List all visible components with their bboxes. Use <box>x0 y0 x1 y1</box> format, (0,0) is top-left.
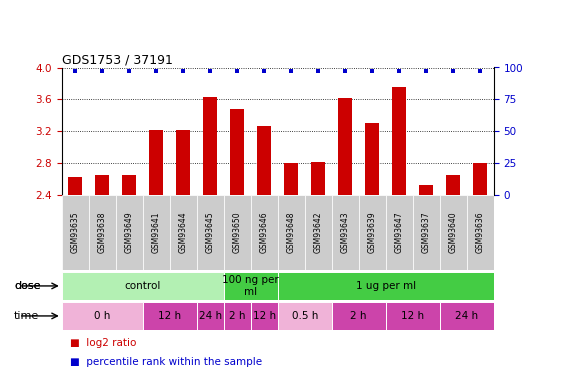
Text: 2 h: 2 h <box>229 311 246 321</box>
Bar <box>116 195 142 270</box>
Bar <box>332 195 358 270</box>
Text: dose: dose <box>14 281 40 291</box>
Point <box>71 68 80 74</box>
Text: GSM93635: GSM93635 <box>71 211 80 254</box>
Text: control: control <box>125 281 161 291</box>
Text: GSM93649: GSM93649 <box>125 211 134 254</box>
Point <box>367 68 376 74</box>
Text: 1 ug per ml: 1 ug per ml <box>356 281 416 291</box>
Text: 12 h: 12 h <box>158 311 181 321</box>
Point <box>151 68 160 74</box>
Bar <box>386 195 413 270</box>
Bar <box>365 123 379 195</box>
Text: GSM93638: GSM93638 <box>98 212 107 253</box>
Bar <box>231 109 244 195</box>
Bar <box>224 195 251 270</box>
Bar <box>95 175 109 195</box>
Bar <box>251 302 278 330</box>
Point <box>341 68 350 74</box>
Bar <box>142 195 170 270</box>
Point <box>179 68 188 74</box>
Text: GSM93642: GSM93642 <box>314 212 323 253</box>
Point <box>287 68 296 74</box>
Text: 100 ng per
ml: 100 ng per ml <box>222 275 279 297</box>
Bar <box>305 195 332 270</box>
Text: GSM93639: GSM93639 <box>367 211 376 254</box>
Text: 24 h: 24 h <box>199 311 222 321</box>
Bar <box>122 175 136 195</box>
Bar <box>332 302 386 330</box>
Bar <box>358 195 386 270</box>
Text: dose: dose <box>14 281 40 291</box>
Bar <box>393 87 406 195</box>
Bar <box>473 163 487 195</box>
Bar <box>251 195 278 270</box>
Point <box>314 68 323 74</box>
Text: GSM93650: GSM93650 <box>233 211 242 254</box>
Text: GSM93637: GSM93637 <box>422 211 431 254</box>
Bar <box>197 302 224 330</box>
Point <box>260 68 269 74</box>
Bar <box>204 97 217 195</box>
Bar <box>278 272 494 300</box>
Text: GSM93648: GSM93648 <box>287 212 296 253</box>
Bar <box>278 195 305 270</box>
Bar <box>413 195 440 270</box>
Point <box>206 68 215 74</box>
Bar <box>447 175 460 195</box>
Text: ■  percentile rank within the sample: ■ percentile rank within the sample <box>70 357 263 367</box>
Bar <box>224 302 251 330</box>
Bar <box>177 130 190 195</box>
Bar <box>89 195 116 270</box>
Text: 12 h: 12 h <box>252 311 276 321</box>
Text: GSM93645: GSM93645 <box>206 211 215 254</box>
Bar <box>224 272 278 300</box>
Bar <box>284 163 298 195</box>
Text: 24 h: 24 h <box>455 311 478 321</box>
Bar <box>68 177 82 195</box>
Bar <box>62 195 89 270</box>
Point <box>422 68 431 74</box>
Bar <box>149 130 163 195</box>
Text: GSM93646: GSM93646 <box>260 211 269 254</box>
Bar <box>386 302 440 330</box>
Bar <box>338 98 352 195</box>
Text: GSM93641: GSM93641 <box>151 212 160 253</box>
Bar <box>467 195 494 270</box>
Bar <box>142 302 197 330</box>
Point <box>125 68 134 74</box>
Text: GSM93636: GSM93636 <box>476 211 485 254</box>
Bar <box>278 302 332 330</box>
Bar <box>62 272 224 300</box>
Text: 12 h: 12 h <box>401 311 424 321</box>
Point <box>476 68 485 74</box>
Bar <box>440 195 467 270</box>
Point <box>98 68 107 74</box>
Bar <box>311 162 325 195</box>
Point <box>449 68 458 74</box>
Text: time: time <box>14 311 39 321</box>
Bar <box>62 302 142 330</box>
Bar <box>169 195 197 270</box>
Text: ■  log2 ratio: ■ log2 ratio <box>70 338 137 348</box>
Text: GSM93647: GSM93647 <box>395 211 404 254</box>
Text: 0 h: 0 h <box>94 311 111 321</box>
Text: GSM93643: GSM93643 <box>341 211 350 254</box>
Point <box>395 68 404 74</box>
Text: GSM93640: GSM93640 <box>449 211 458 254</box>
Point <box>233 68 242 74</box>
Bar <box>420 186 433 195</box>
Bar <box>257 126 271 195</box>
Text: GSM93644: GSM93644 <box>179 211 188 254</box>
Text: 2 h: 2 h <box>351 311 367 321</box>
Text: GDS1753 / 37191: GDS1753 / 37191 <box>62 53 173 66</box>
Bar <box>197 195 224 270</box>
Text: 0.5 h: 0.5 h <box>292 311 318 321</box>
Bar <box>440 302 494 330</box>
